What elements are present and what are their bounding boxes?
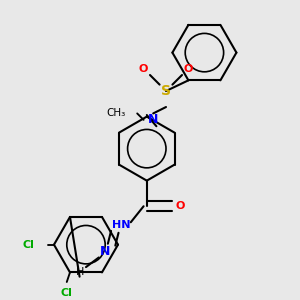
- Text: N: N: [100, 244, 110, 258]
- Text: N: N: [148, 113, 158, 126]
- Text: S: S: [161, 84, 171, 98]
- Text: Cl: Cl: [61, 288, 73, 298]
- Text: H: H: [75, 267, 84, 277]
- Text: CH₃: CH₃: [107, 108, 126, 118]
- Text: O: O: [184, 64, 193, 74]
- Text: Cl: Cl: [23, 240, 35, 250]
- Text: O: O: [139, 64, 148, 74]
- Text: O: O: [176, 201, 185, 211]
- Text: HN: HN: [112, 220, 130, 230]
